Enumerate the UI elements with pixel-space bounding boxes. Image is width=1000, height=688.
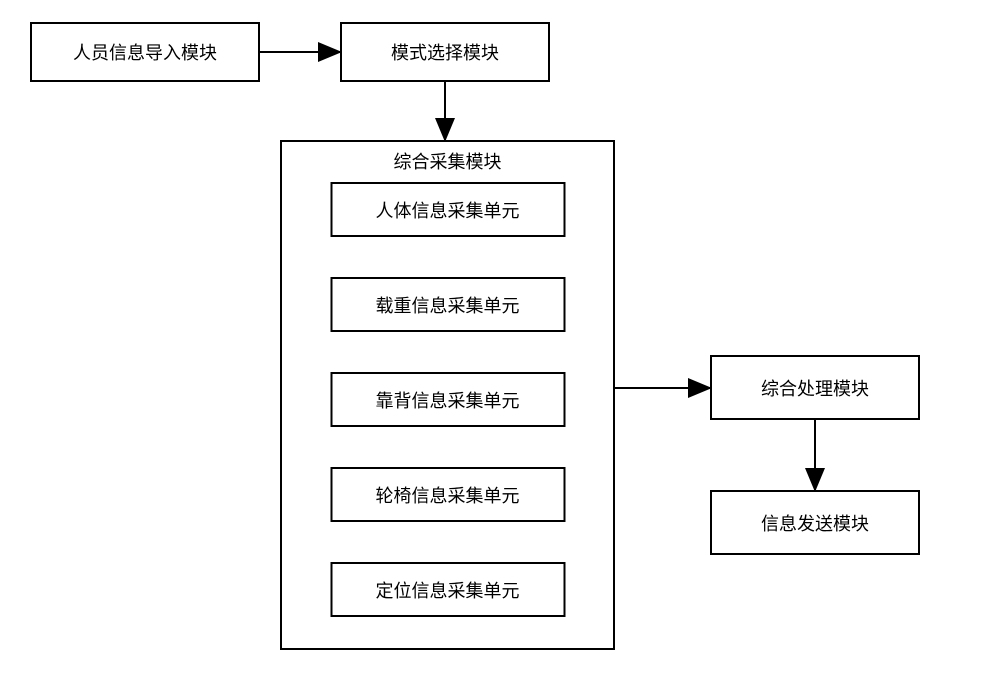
unit-label: 靠背信息采集单元 (376, 387, 520, 413)
unit-label: 人体信息采集单元 (376, 197, 520, 223)
unit-location-info: 定位信息采集单元 (330, 562, 565, 617)
node-import-module: 人员信息导入模块 (30, 22, 260, 82)
node-label: 模式选择模块 (391, 39, 499, 65)
node-collect-module: 综合采集模块 人体信息采集单元 载重信息采集单元 靠背信息采集单元 轮椅信息采集… (280, 140, 615, 650)
node-label: 人员信息导入模块 (73, 39, 217, 65)
unit-label: 载重信息采集单元 (376, 292, 520, 318)
node-label: 综合采集模块 (282, 142, 613, 174)
unit-backrest-info: 靠背信息采集单元 (330, 372, 565, 427)
diagram-canvas: 人员信息导入模块 模式选择模块 综合采集模块 人体信息采集单元 载重信息采集单元… (0, 0, 1000, 688)
unit-label: 轮椅信息采集单元 (376, 482, 520, 508)
node-label: 综合处理模块 (761, 375, 869, 401)
node-mode-module: 模式选择模块 (340, 22, 550, 82)
unit-body-info: 人体信息采集单元 (330, 182, 565, 237)
node-label: 信息发送模块 (761, 510, 869, 536)
node-send-module: 信息发送模块 (710, 490, 920, 555)
unit-load-info: 载重信息采集单元 (330, 277, 565, 332)
unit-wheelchair-info: 轮椅信息采集单元 (330, 467, 565, 522)
node-process-module: 综合处理模块 (710, 355, 920, 420)
unit-label: 定位信息采集单元 (376, 577, 520, 603)
